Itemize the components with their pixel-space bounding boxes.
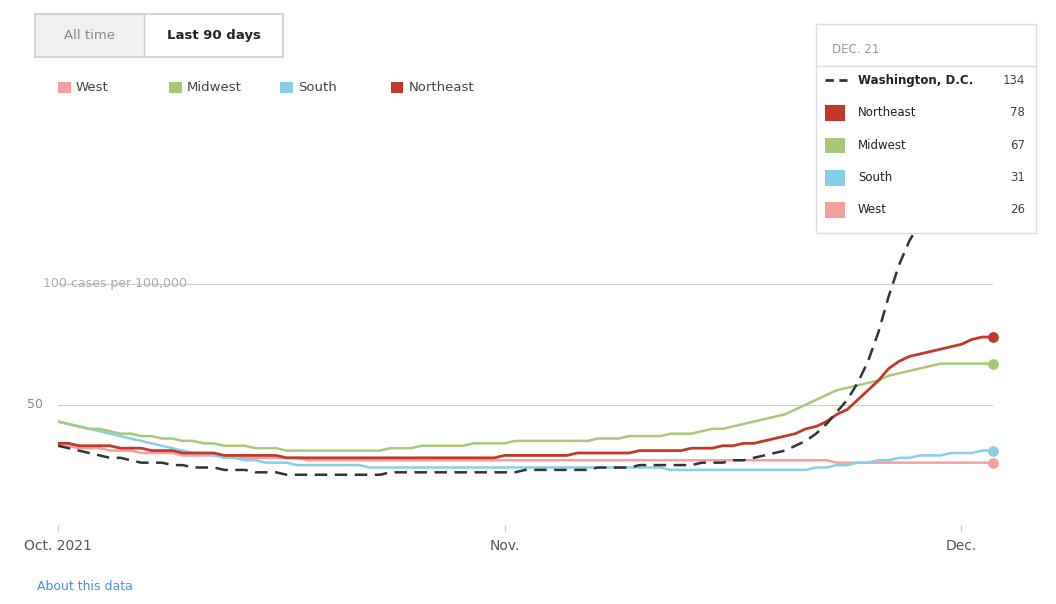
Text: Washington, D.C.: Washington, D.C.	[836, 178, 972, 192]
FancyBboxPatch shape	[825, 138, 845, 153]
Text: All time: All time	[64, 29, 115, 42]
Text: Northeast: Northeast	[859, 106, 917, 119]
Point	[984, 458, 1001, 467]
FancyBboxPatch shape	[825, 106, 845, 121]
Text: West: West	[76, 81, 109, 94]
Text: Midwest: Midwest	[187, 81, 242, 94]
Text: Midwest: Midwest	[859, 138, 907, 152]
Text: 50: 50	[26, 398, 42, 411]
Text: 78: 78	[1011, 106, 1025, 119]
Point	[984, 359, 1001, 368]
Text: South: South	[859, 171, 892, 184]
Text: Last 90 days: Last 90 days	[167, 29, 261, 42]
Point	[984, 446, 1001, 455]
Text: West: West	[859, 203, 887, 216]
Text: About this data: About this data	[37, 580, 133, 593]
FancyBboxPatch shape	[35, 14, 144, 57]
Text: 100 cases per 100,000: 100 cases per 100,000	[42, 277, 187, 291]
FancyBboxPatch shape	[825, 202, 845, 218]
Text: Northeast: Northeast	[409, 81, 474, 94]
Text: 31: 31	[1011, 171, 1025, 184]
FancyBboxPatch shape	[825, 170, 845, 185]
Point	[984, 332, 1001, 342]
Text: 26: 26	[1010, 203, 1025, 216]
Text: 134: 134	[1002, 74, 1025, 87]
Text: South: South	[298, 81, 337, 94]
Text: 67: 67	[1010, 138, 1025, 152]
Text: Washington, D.C.: Washington, D.C.	[859, 74, 974, 87]
Point	[984, 197, 1001, 207]
Text: DEC. 21: DEC. 21	[832, 43, 879, 56]
